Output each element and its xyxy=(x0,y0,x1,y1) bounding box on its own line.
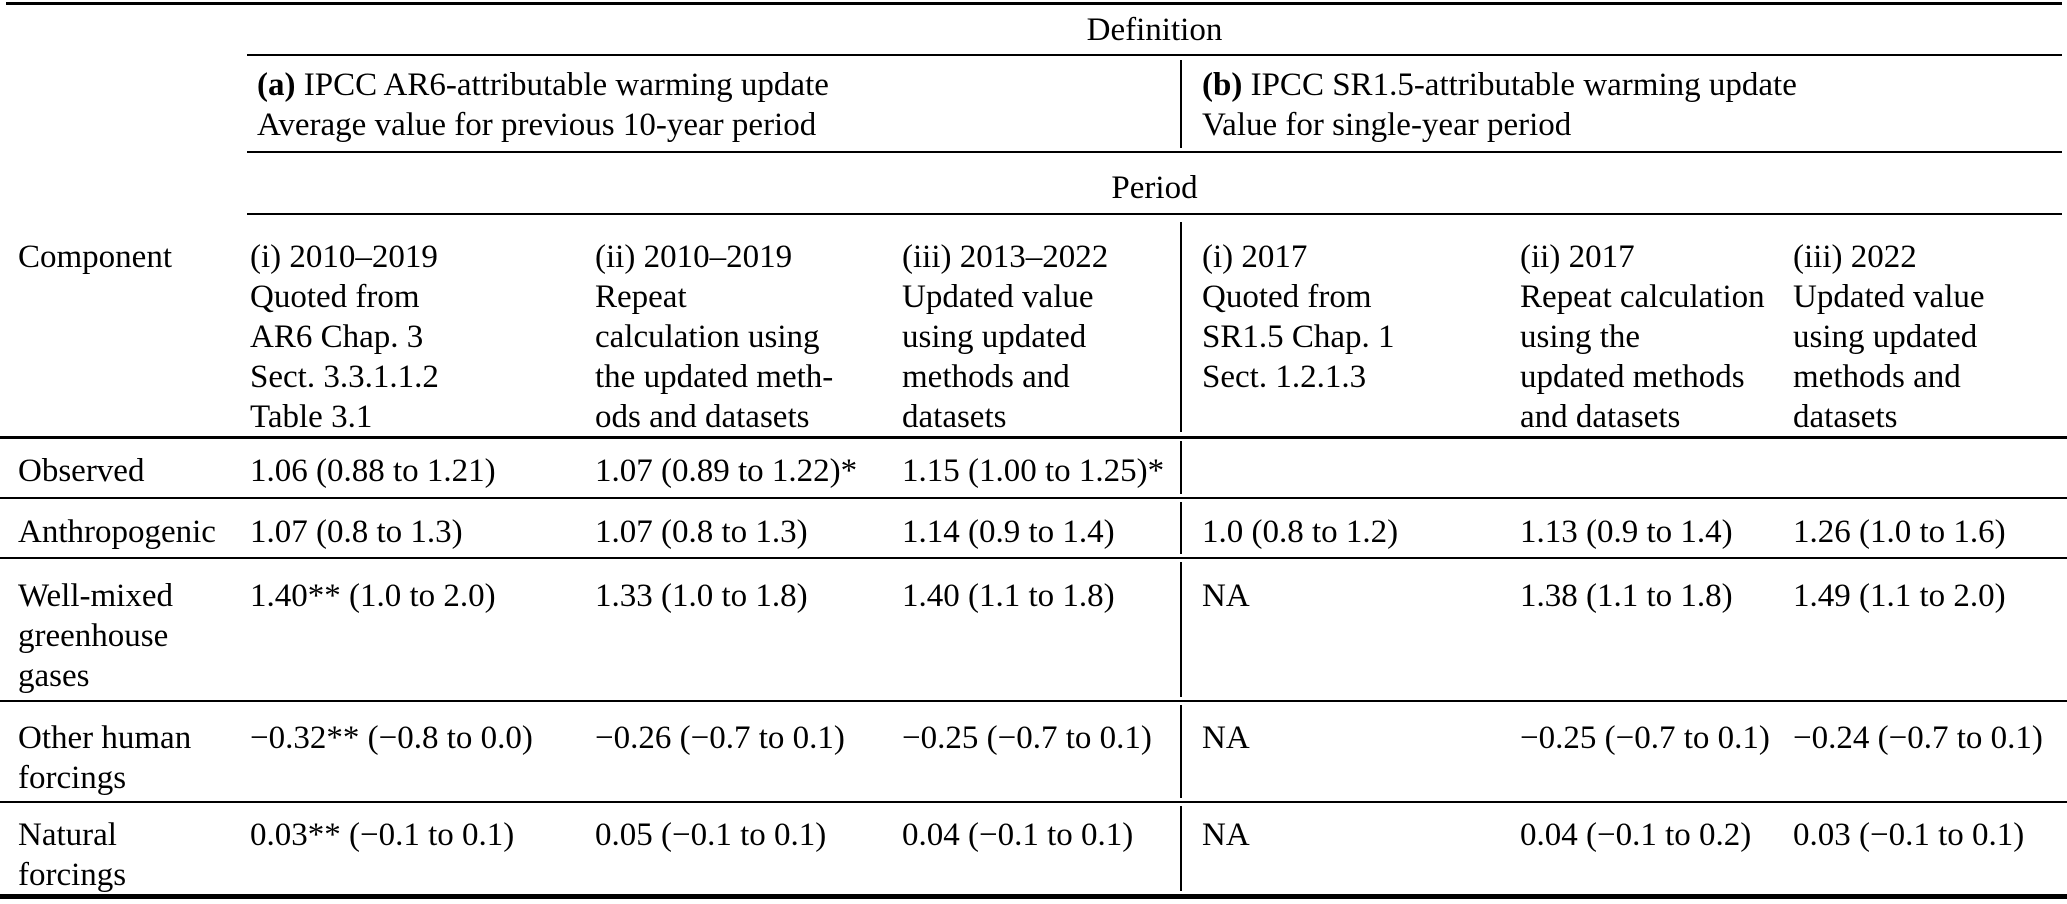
group-a-title: (a) IPCC AR6-attributable warming update xyxy=(257,65,829,105)
table-cell: 1.13 (0.9 to 1.4) xyxy=(1520,514,1733,550)
table-cell: 1.07 (0.89 to 1.22)* xyxy=(595,453,858,489)
column-header-b-ii: (ii) 2017 Repeat calculation using the u… xyxy=(1520,239,1765,435)
group-a-title-text: IPCC AR6-attributable warming update xyxy=(295,67,829,103)
table-cell: −0.25 (−0.7 to 0.1) xyxy=(1520,720,1770,756)
table-cell: 0.04 (−0.1 to 0.2) xyxy=(1520,817,1752,853)
divider-row-other-human xyxy=(1180,705,1182,798)
rule-under-groups xyxy=(247,151,2062,153)
rule-after-anthropogenic xyxy=(0,557,2067,559)
group-b-tag: (b) xyxy=(1202,67,1243,103)
table-cell: NA xyxy=(1202,720,1250,756)
rule-header-body xyxy=(0,436,2067,439)
column-header-a-i: (i) 2010–2019 Quoted from AR6 Chap. 3 Se… xyxy=(250,239,439,435)
rule-after-observed xyxy=(0,497,2067,499)
table-cell: 1.33 (1.0 to 1.8) xyxy=(595,578,808,614)
column-header-b-i: (i) 2017 Quoted from SR1.5 Chap. 1 Sect.… xyxy=(1202,239,1395,395)
table-cell: −0.26 (−0.7 to 0.1) xyxy=(595,720,845,756)
rule-bottom xyxy=(0,894,2067,899)
rule-under-period xyxy=(247,213,2062,215)
table-cell: 1.0 (0.8 to 1.2) xyxy=(1202,514,1399,550)
table-cell: 0.05 (−0.1 to 0.1) xyxy=(595,817,827,853)
group-b-subtitle: Value for single-year period xyxy=(1202,107,1572,143)
group-b-title-text: IPCC SR1.5-attributable warming update xyxy=(1242,67,1797,103)
group-b-title: (b) IPCC SR1.5-attributable warming upda… xyxy=(1202,65,1797,105)
table-cell: 1.40** (1.0 to 2.0) xyxy=(250,578,496,614)
table-cell: 1.49 (1.1 to 2.0) xyxy=(1793,578,2006,614)
table-cell: 1.06 (0.88 to 1.21) xyxy=(250,453,496,489)
table-cell: 1.07 (0.8 to 1.3) xyxy=(250,514,463,550)
divider-row-wmgg xyxy=(1180,562,1182,697)
table-cell: 1.07 (0.8 to 1.3) xyxy=(595,514,808,550)
divider-row-observed xyxy=(1180,441,1182,494)
table-cell: NA xyxy=(1202,578,1250,614)
table-cell: 0.04 (−0.1 to 0.1) xyxy=(902,817,1134,853)
table-cell: −0.24 (−0.7 to 0.1) xyxy=(1793,720,2043,756)
period-header: Period xyxy=(1111,170,1198,206)
divider-column-headers xyxy=(1180,222,1182,432)
table-cell: NA xyxy=(1202,817,1250,853)
row-header-anthropogenic: Anthropogenic xyxy=(18,514,216,550)
row-header-natural: Natural forcings xyxy=(18,817,127,893)
definition-header: Definition xyxy=(1086,12,1223,48)
group-b-header: (b) IPCC SR1.5-attributable warming upda… xyxy=(1202,65,1797,145)
group-a-tag: (a) xyxy=(257,67,296,103)
table-cell: 0.03** (−0.1 to 0.1) xyxy=(250,817,515,853)
table-cell: 1.40 (1.1 to 1.8) xyxy=(902,578,1115,614)
table-cell: 1.15 (1.00 to 1.25)* xyxy=(902,453,1165,489)
column-header-b-iii: (iii) 2022 Updated value using updated m… xyxy=(1793,239,1985,435)
rule-top xyxy=(6,2,2062,5)
rule-after-other-human xyxy=(0,801,2067,803)
table-cell: −0.25 (−0.7 to 0.1) xyxy=(902,720,1152,756)
rule-under-definition xyxy=(247,54,2062,56)
table-cell: 1.26 (1.0 to 1.6) xyxy=(1793,514,2006,550)
rule-after-wmgg xyxy=(0,700,2067,702)
row-header-other-human: Other human forcings xyxy=(18,720,192,796)
component-header: Component xyxy=(18,239,172,275)
column-header-a-iii: (iii) 2013–2022 Updated value using upda… xyxy=(902,239,1109,435)
group-a-header: (a) IPCC AR6-attributable warming update… xyxy=(257,65,829,145)
row-header-observed: Observed xyxy=(18,453,145,489)
table-cell: 1.14 (0.9 to 1.4) xyxy=(902,514,1115,550)
table-cell: 0.03 (−0.1 to 0.1) xyxy=(1793,817,2025,853)
divider-row-natural xyxy=(1180,806,1182,891)
divider-groups-header xyxy=(1180,60,1182,148)
row-header-wmgg: Well-mixed greenhouse gases xyxy=(18,578,173,694)
column-header-a-ii: (ii) 2010–2019 Repeat calculation using … xyxy=(595,239,834,435)
group-a-subtitle: Average value for previous 10-year perio… xyxy=(257,107,817,143)
divider-row-anthropogenic xyxy=(1180,502,1182,554)
table-cell: 1.38 (1.1 to 1.8) xyxy=(1520,578,1733,614)
table-cell: −0.32** (−0.8 to 0.0) xyxy=(250,720,533,756)
